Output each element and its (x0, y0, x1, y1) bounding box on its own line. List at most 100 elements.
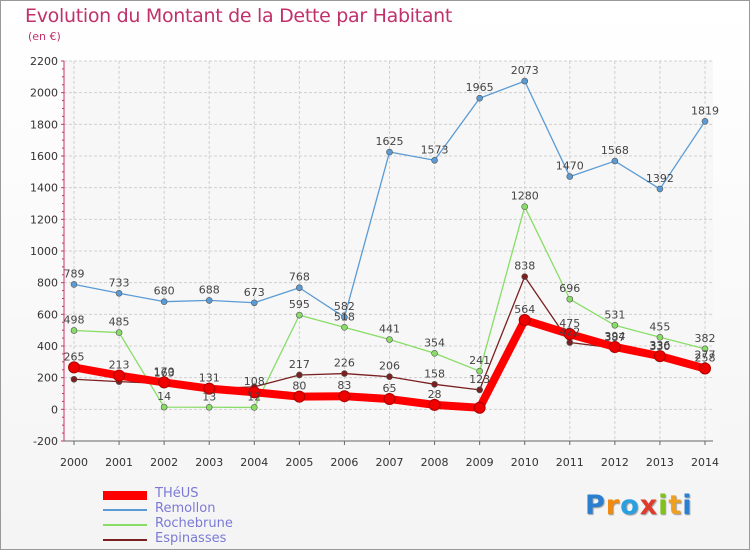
x-tick-label: 2012 (601, 456, 629, 469)
y-tick-label: 200 (37, 372, 58, 385)
data-point (248, 386, 261, 399)
y-tick-label: 1000 (30, 245, 58, 258)
data-point (566, 173, 574, 180)
data-point (68, 361, 80, 374)
data-label: 241 (469, 354, 490, 367)
data-point (476, 367, 483, 375)
data-label: 354 (424, 336, 445, 349)
legend-swatch (103, 490, 147, 500)
data-label: 673 (244, 286, 265, 299)
data-label: 1625 (376, 135, 404, 148)
data-label: 131 (199, 372, 220, 385)
data-point (203, 382, 216, 395)
y-tick-label: 2000 (30, 87, 58, 100)
data-point (70, 375, 78, 383)
data-label: 485 (109, 316, 130, 329)
data-point (473, 401, 486, 414)
data-label: 518 (334, 310, 355, 323)
data-label: 498 (64, 313, 85, 326)
data-label: 382 (695, 332, 716, 345)
data-label: 696 (559, 282, 580, 295)
data-point (250, 404, 258, 411)
data-label: 2073 (511, 64, 539, 77)
data-label: 394 (604, 330, 625, 343)
legend-entry: Rochebrune (103, 516, 353, 532)
x-tick-label: 2007 (376, 456, 404, 469)
data-label: 1573 (421, 143, 449, 156)
data-label: 13 (202, 390, 216, 403)
x-tick-label: 2014 (691, 456, 719, 469)
legend-swatch (103, 509, 147, 511)
legend-swatch (103, 524, 147, 526)
data-label: 108 (244, 375, 265, 388)
data-point (296, 311, 303, 319)
data-label: 680 (154, 285, 175, 298)
y-tick-label: 400 (37, 340, 58, 353)
data-label: 83 (337, 379, 351, 392)
legend-label: Rochebrune (155, 516, 233, 531)
logo-letter: r (605, 490, 621, 521)
data-label: 1392 (646, 172, 674, 185)
chart-subtitle: (en €) (28, 30, 61, 43)
data-point (431, 156, 438, 164)
logo-letter: x (639, 490, 659, 521)
data-label: 688 (199, 283, 220, 296)
x-tick-label: 2011 (556, 456, 584, 469)
data-point (701, 118, 709, 125)
data-label: 422 (559, 326, 580, 339)
y-tick-label: 1600 (30, 150, 58, 163)
data-label: 733 (109, 276, 130, 289)
data-label: 226 (334, 357, 355, 370)
data-point (250, 299, 258, 307)
y-tick-label: 800 (37, 277, 58, 290)
data-label: 163 (154, 367, 175, 380)
data-label: 28 (428, 388, 442, 401)
logo-letter: t (668, 490, 683, 521)
data-label: 14 (157, 390, 171, 403)
data-point (518, 314, 531, 327)
data-point (653, 350, 666, 363)
x-tick-label: 2013 (646, 456, 674, 469)
data-point (113, 369, 126, 382)
y-tick-label: 600 (37, 308, 58, 321)
proxiti-logo: Proxiti (585, 490, 693, 521)
data-point (431, 349, 438, 357)
data-label: 330 (649, 340, 670, 353)
legend-entry: THéUS (103, 486, 353, 502)
data-point (521, 273, 529, 280)
y-tick-label: 1400 (30, 182, 58, 195)
logo-letter: P (585, 490, 606, 521)
data-point (383, 393, 396, 406)
data-label: 595 (289, 298, 310, 311)
data-label: 206 (379, 360, 400, 373)
data-point (158, 376, 171, 389)
data-point (699, 362, 711, 375)
data-point (296, 284, 303, 292)
x-tick-label: 2001 (105, 456, 133, 469)
data-label: 158 (424, 367, 445, 380)
data-point (566, 339, 574, 346)
data-label: 531 (604, 308, 625, 321)
data-point (70, 327, 78, 334)
legend-label: Remollon (155, 501, 216, 516)
data-point (341, 313, 348, 321)
data-point (431, 381, 438, 388)
y-tick-label: 1800 (30, 118, 58, 131)
chart-title: Evolution du Montant de la Dette par Hab… (25, 5, 453, 27)
data-label: 455 (649, 320, 670, 333)
logo-letter: i (658, 490, 669, 521)
data-label: 1965 (466, 81, 494, 94)
legend-entry: Remollon (103, 501, 353, 517)
data-label: 217 (289, 358, 310, 371)
y-tick-label: 2200 (30, 55, 58, 68)
data-point (338, 390, 351, 403)
data-label: 789 (64, 267, 85, 280)
x-tick-label: 2002 (150, 456, 178, 469)
y-tick-label: 0 (51, 403, 58, 416)
data-point (563, 328, 576, 341)
x-tick-label: 2010 (511, 456, 539, 469)
x-tick-label: 2004 (240, 456, 268, 469)
data-point (521, 77, 529, 85)
data-point (341, 370, 348, 377)
